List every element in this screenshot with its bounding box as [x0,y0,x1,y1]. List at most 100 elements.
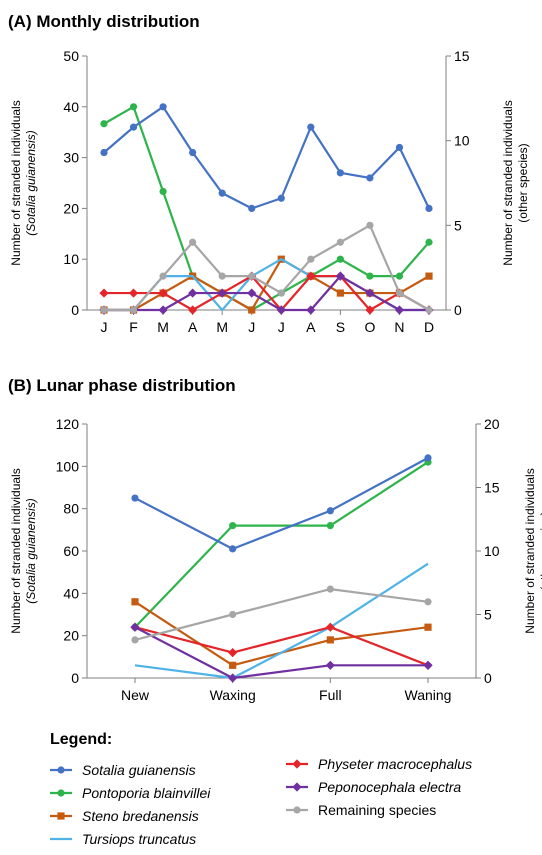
right-tick-label: 10 [484,543,500,559]
chart-title: (B) Lunar phase distribution [8,376,236,395]
series-line-pontoporia-blainvillei [134,461,429,628]
series-remaining-species [100,221,433,314]
right-axis-label-line2: (other species) [516,143,530,222]
x-tick-label: O [364,319,375,335]
legend-item-tursiops-truncatus: Tursiops truncatus [50,831,196,847]
x-tick-label: New [121,687,150,703]
data-point-peponocephala-electra [217,288,227,298]
data-point-remaining-species [129,306,138,314]
data-point-pontoporia-blainvillei [395,272,404,280]
data-point-peponocephala-electra [394,305,405,315]
left-tick-label: 0 [71,670,79,686]
chart-title: (A) Monthly distribution [8,12,200,31]
x-tick-label: A [306,319,316,335]
data-point-physeter-macrocephalus [306,271,316,281]
data-point-remaining-species [336,238,344,246]
x-tick-label: M [216,319,228,335]
legend-swatch-marker [57,789,65,797]
x-tick-label: F [129,319,138,335]
right-axis-label-line1: Number of stranded individuals [523,468,537,633]
data-point-remaining-species [159,272,167,280]
left-axis-label: Number of stranded individuals(Sotalia g… [9,468,38,633]
left-tick-label: 0 [71,302,79,318]
series-remaining-species [131,585,432,644]
data-point-physeter-macrocephalus [158,288,168,298]
series-sotalia-guianensis [100,103,433,212]
left-tick-label: 100 [56,458,80,474]
data-point-sotalia-guianensis [129,123,138,131]
right-axis-label: Number of stranded individuals(other spe… [523,468,542,633]
data-point-peponocephala-electra [130,622,140,632]
series-pontoporia-blainvillei [131,458,432,631]
legend-swatch-marker [57,766,65,774]
data-point-sotalia-guianensis [307,123,315,131]
legend-label: Sotalia guianensis [82,762,196,778]
series-peponocephala-electra [130,622,433,683]
data-point-physeter-macrocephalus [228,648,238,658]
data-point-remaining-species [395,289,404,297]
series-line-remaining-species [104,224,430,312]
left-tick-label: 80 [63,501,79,517]
data-point-pontoporia-blainvillei [159,187,167,196]
x-tick-label: J [248,319,255,335]
data-point-remaining-species [424,598,432,606]
data-point-peponocephala-electra [247,288,257,298]
data-point-peponocephala-electra [158,305,168,315]
legend: Legend: Sotalia guianensis Pontoporia blai… [50,731,472,847]
series-pontoporia-blainvillei [100,103,433,314]
series-line-sotalia-guianensis [103,105,430,210]
data-point-remaining-species [248,272,256,280]
legend-label: Pontoporia blainvillei [82,785,211,801]
legend-item-pontoporia-blainvillei: Pontoporia blainvillei [50,785,211,801]
data-point-steno-bredanensis [424,623,432,631]
data-point-remaining-species [366,221,374,229]
left-tick-label: 30 [63,150,79,166]
data-point-sotalia-guianensis [366,174,374,182]
left-axis-label-line1: Number of stranded individuals [9,100,23,265]
legend-swatch-marker [57,812,65,820]
data-point-physeter-macrocephalus [365,305,375,315]
series-line-steno-bredanensis [134,600,429,667]
data-point-peponocephala-electra [306,305,316,315]
legend-item-physeter-macrocephalus: Physeter macrocephalus [286,756,472,772]
data-point-sotalia-guianensis [424,454,432,462]
data-point-pontoporia-blainvillei [129,103,138,111]
series-line-peponocephala-electra [104,275,429,312]
data-point-remaining-species [189,238,197,246]
x-tick-label: J [278,319,285,335]
left-tick-label: 20 [63,200,79,216]
legend-swatch-marker [292,782,302,792]
x-tick-label: J [101,319,108,335]
data-point-remaining-species [425,306,433,314]
right-tick-label: 5 [454,217,462,233]
left-axis-label: Number of stranded individuals(Sotalia g… [9,100,38,265]
right-tick-label: 5 [484,607,492,623]
x-tick-label: D [424,319,434,335]
data-point-sotalia-guianensis [159,103,167,111]
data-point-remaining-species [218,272,226,280]
x-tick-label: Waning [405,687,452,703]
legend-swatch-marker [292,759,302,769]
data-point-peponocephala-electra [228,673,238,683]
right-tick-label: 15 [484,480,500,496]
left-axis-label-line2: (Sotalia guianensis) [24,498,38,603]
data-point-sotalia-guianensis [100,148,108,157]
left-axis-label-line1: Number of stranded individuals [9,468,23,633]
legend-label: Steno bredanensis [82,808,199,824]
x-tick-label: Waxing [210,687,256,703]
left-tick-label: 50 [63,48,79,64]
series-line-remaining-species [134,587,429,641]
data-point-remaining-species [229,610,237,619]
data-point-sotalia-guianensis [229,545,237,553]
data-point-peponocephala-electra [365,288,375,298]
legend-label: Physeter macrocephalus [318,756,472,772]
series-line-physeter-macrocephalus [104,275,430,312]
data-point-sotalia-guianensis [277,194,285,202]
data-point-pontoporia-blainvillei [366,272,374,280]
x-tick-label: S [336,319,345,335]
data-point-peponocephala-electra [276,305,286,315]
right-tick-label: 0 [454,302,462,318]
data-point-peponocephala-electra [325,660,335,670]
x-tick-label: A [188,319,198,335]
